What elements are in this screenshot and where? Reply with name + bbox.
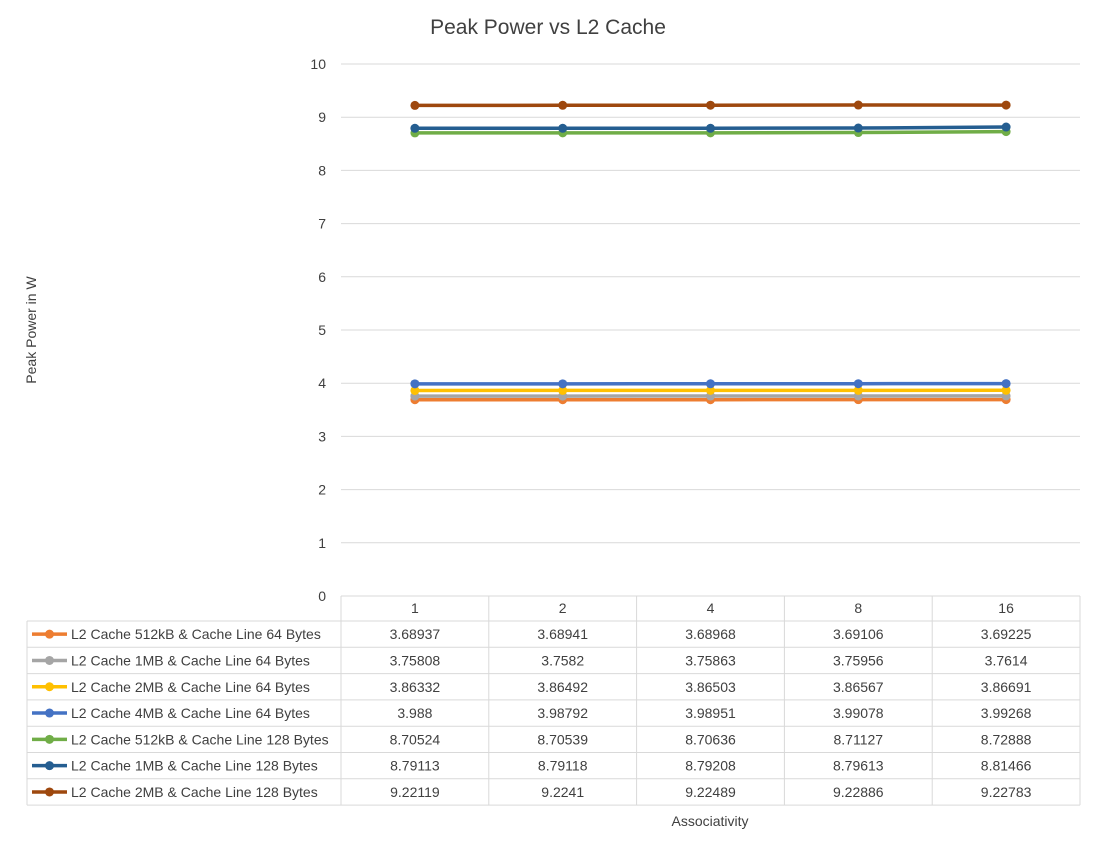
legend-marker-key (45, 734, 54, 744)
y-axis-ticks: 0 1 2 3 4 5 6 7 8 9 10 (310, 56, 326, 604)
y-axis-label: Peak Power in W (23, 276, 39, 384)
data-label: 3.7582 (541, 652, 584, 668)
data-point (558, 100, 568, 110)
data-label: 3.68937 (390, 626, 441, 642)
data-point (706, 385, 715, 395)
x-tick-label: 16 (998, 600, 1014, 616)
legend-marker-key (45, 787, 54, 797)
data-label: 3.98792 (537, 705, 588, 721)
data-label: 3.68941 (537, 626, 588, 642)
data-point (706, 379, 715, 389)
data-label: 8.70524 (390, 731, 441, 747)
legend-marker-key (45, 761, 54, 771)
legend-marker-key (45, 682, 54, 692)
y-tick-label: 0 (318, 588, 326, 604)
legend-entry: L2 Cache 2MB & Cache Line 64 Bytes (71, 679, 310, 695)
data-label: 8.79118 (538, 758, 588, 774)
data-label: 8.79113 (390, 758, 440, 774)
y-tick-label: 4 (318, 375, 326, 391)
data-point (706, 123, 715, 133)
y-tick-label: 7 (318, 216, 326, 232)
data-label: 9.22886 (833, 784, 884, 800)
data-label: 3.69106 (833, 626, 884, 642)
y-tick-label: 2 (318, 482, 326, 498)
data-label: 3.86503 (685, 679, 736, 695)
data-point (706, 100, 715, 110)
x-tick-label: 2 (559, 600, 567, 616)
data-label: 9.2241 (541, 784, 584, 800)
data-label: 3.99268 (981, 705, 1032, 721)
x-tick-label: 8 (854, 600, 862, 616)
data-point (558, 123, 568, 133)
data-label: 3.75808 (390, 652, 441, 668)
data-label: 3.86567 (833, 679, 884, 695)
legend-marker-key (45, 655, 54, 665)
data-label: 3.68968 (685, 626, 736, 642)
data-label: 8.70539 (537, 731, 588, 747)
y-tick-label: 8 (318, 162, 326, 178)
data-label: 8.79613 (833, 758, 884, 774)
x-tick-label: 4 (707, 600, 715, 616)
data-label: 8.72888 (981, 731, 1032, 747)
x-axis-label: Associativity (671, 813, 748, 829)
data-point (410, 385, 420, 395)
legend-entry: L2 Cache 512kB & Cache Line 64 Bytes (71, 626, 321, 642)
y-tick-label: 1 (318, 535, 326, 551)
data-label: 3.75956 (833, 652, 884, 668)
y-tick-label: 5 (318, 322, 326, 338)
data-label: 3.99078 (833, 705, 884, 721)
data-point (1001, 379, 1011, 389)
x-tick-label: 1 (411, 600, 419, 616)
data-point (853, 379, 863, 389)
data-label: 3.98951 (685, 705, 736, 721)
data-label: 8.81466 (981, 758, 1032, 774)
data-label: 3.86492 (537, 679, 588, 695)
data-table: 1 2 4 8 16 L2 Cache 512kB & Cache Line 64 Byt… (26, 595, 1081, 806)
legend-entry: L2 Cache 1MB & Cache Line 128 Bytes (71, 758, 318, 774)
data-point (558, 385, 568, 395)
data-label: 3.7614 (985, 652, 1028, 668)
data-label: 8.71127 (834, 731, 884, 747)
data-point (410, 379, 420, 389)
y-tick-label: 9 (318, 109, 326, 125)
data-label: 9.22489 (685, 784, 736, 800)
data-label: 8.70636 (685, 731, 736, 747)
data-point (853, 123, 863, 133)
data-label: 3.69225 (981, 626, 1032, 642)
data-label: 8.79208 (685, 758, 736, 774)
y-tick-label: 6 (318, 269, 326, 285)
y-tick-label: 10 (310, 56, 326, 72)
data-label: 3.75863 (685, 652, 736, 668)
legend-entry: L2 Cache 4MB & Cache Line 64 Bytes (71, 705, 310, 721)
data-label: 9.22783 (981, 784, 1032, 800)
legend-marker-key (45, 708, 54, 718)
legend-entry: L2 Cache 512kB & Cache Line 128 Bytes (71, 731, 329, 747)
y-tick-label: 3 (318, 428, 326, 444)
chart-title: Peak Power vs L2 Cache (430, 16, 666, 39)
data-point (1001, 385, 1011, 395)
series-lines (410, 100, 1011, 405)
data-point (410, 123, 420, 133)
legend-marker-key (45, 629, 54, 639)
data-point (853, 385, 863, 395)
data-label: 3.988 (397, 705, 432, 721)
data-point (1001, 100, 1011, 110)
data-point (853, 100, 863, 110)
data-label: 3.86332 (390, 679, 441, 695)
data-label: 9.22119 (390, 784, 440, 800)
data-point (558, 379, 568, 389)
data-point (1001, 122, 1011, 132)
legend-entry: L2 Cache 2MB & Cache Line 128 Bytes (71, 784, 318, 800)
data-point (410, 100, 420, 110)
legend-entry: L2 Cache 1MB & Cache Line 64 Bytes (71, 652, 310, 668)
data-label: 3.86691 (981, 679, 1032, 695)
